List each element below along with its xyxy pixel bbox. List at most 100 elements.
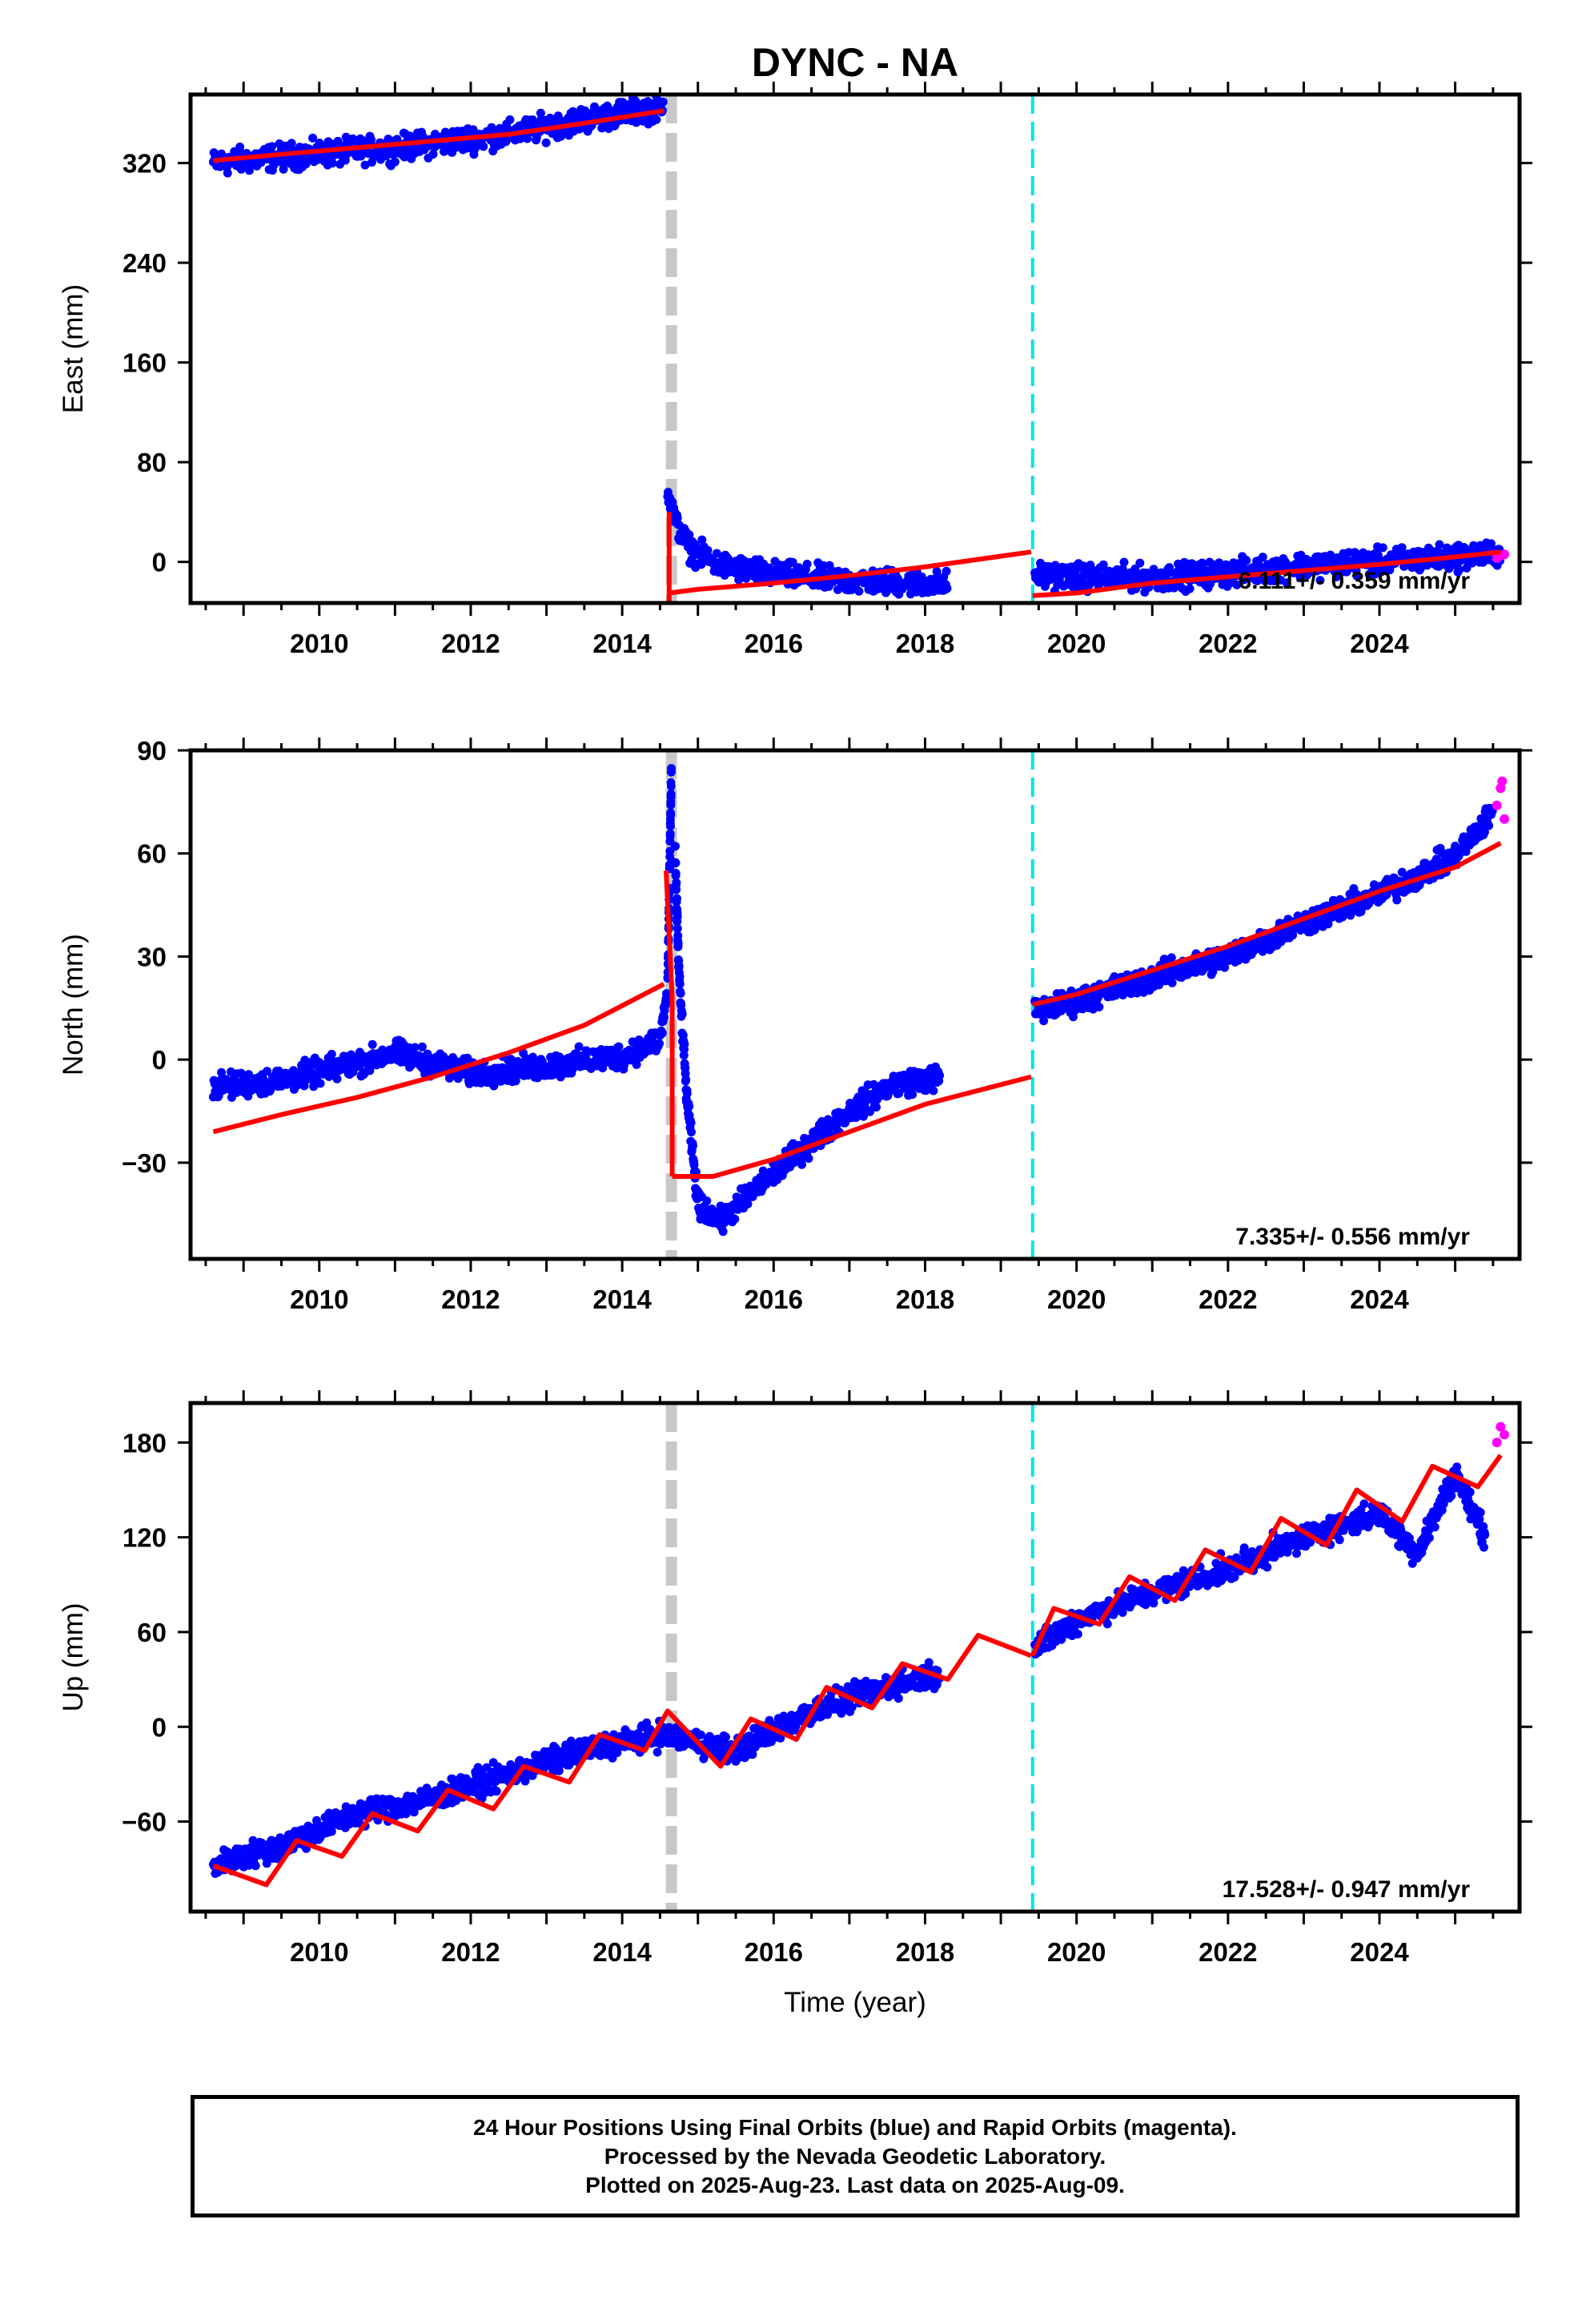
north-final-orbit-points-2 xyxy=(1030,803,1497,1026)
north-final-orbit-point xyxy=(657,1028,667,1038)
east-plot-area xyxy=(208,94,1510,603)
north-final-orbit-point xyxy=(1461,846,1471,856)
up-final-orbit-point xyxy=(492,1787,501,1796)
east-final-orbit-point xyxy=(673,513,682,523)
north-final-orbit-point xyxy=(665,829,675,838)
east-final-orbit-point xyxy=(1242,556,1251,565)
north-final-orbit-points-1 xyxy=(670,842,945,1236)
north-final-orbit-points-0 xyxy=(208,764,676,1102)
east-final-orbit-point xyxy=(223,168,232,178)
north-final-orbit-point xyxy=(1208,967,1218,977)
east-y-tick-label: 320 xyxy=(122,149,167,179)
east-final-orbit-point xyxy=(1119,557,1129,567)
north-final-orbit-point xyxy=(581,1046,591,1055)
east-final-orbit-point xyxy=(1397,543,1407,553)
north-final-orbit-point xyxy=(365,1066,375,1076)
north-final-orbit-point xyxy=(859,1112,868,1121)
up-final-orbit-point xyxy=(748,1750,757,1759)
north-final-orbit-point xyxy=(682,1088,692,1098)
east-y-tick-label: 0 xyxy=(152,548,167,577)
north-y-tick-label: −30 xyxy=(122,1148,167,1178)
up-final-orbit-point xyxy=(448,1775,458,1784)
north-final-orbit-point xyxy=(417,1042,427,1051)
east-final-orbit-point xyxy=(1378,543,1387,553)
north-x-tick-label: 2024 xyxy=(1350,1285,1409,1314)
up-final-orbit-point xyxy=(312,1815,321,1825)
north-final-orbit-point xyxy=(672,878,681,887)
east-x-tick-label: 2018 xyxy=(896,629,954,658)
north-model-line-2 xyxy=(672,1074,1032,1179)
north-final-orbit-point xyxy=(1392,895,1402,905)
up-final-orbit-point xyxy=(554,1766,564,1775)
east-final-orbit-point xyxy=(1331,572,1341,581)
north-final-orbit-point xyxy=(685,1102,694,1112)
north-final-orbit-point xyxy=(797,1160,806,1169)
north-x-tick-label: 2018 xyxy=(896,1285,954,1314)
east-final-orbit-point xyxy=(652,115,661,124)
up-final-orbit-point xyxy=(893,1694,903,1703)
east-x-tick-label: 2024 xyxy=(1350,629,1409,658)
north-final-orbit-point xyxy=(673,923,682,933)
north-final-orbit-point xyxy=(671,842,680,851)
east-final-orbit-point xyxy=(1185,584,1195,593)
up-final-orbit-point xyxy=(924,1658,934,1667)
chart-title: DYNC - NA xyxy=(752,40,958,85)
north-final-orbit-point xyxy=(327,1049,336,1059)
east-x-tick-label: 2016 xyxy=(745,629,803,658)
east-final-orbit-point xyxy=(658,97,668,107)
north-final-orbit-point xyxy=(614,1042,624,1051)
north-final-orbit-point xyxy=(677,1009,687,1019)
north-final-orbit-point xyxy=(730,1214,740,1224)
north-final-orbit-point xyxy=(660,1012,669,1022)
east-final-orbit-point xyxy=(1455,565,1464,574)
east-final-orbit-point xyxy=(631,96,640,106)
north-final-orbit-point xyxy=(666,782,676,791)
north-model-line-0 xyxy=(212,982,665,1135)
north-final-orbit-point xyxy=(355,1062,364,1072)
east-frame xyxy=(188,92,1522,605)
north-final-orbit-point xyxy=(1167,978,1177,987)
north-final-orbit-point xyxy=(1039,1016,1049,1026)
north-final-orbit-point xyxy=(1110,972,1119,981)
north-y-axis-label: North (mm) xyxy=(58,934,89,1076)
north-final-orbit-point xyxy=(1484,821,1494,830)
east-final-orbit-point xyxy=(327,159,337,168)
east-final-orbit-point xyxy=(1232,580,1242,589)
north-final-orbit-point xyxy=(263,1067,272,1076)
east-final-orbit-point xyxy=(360,160,370,170)
north-final-orbit-point xyxy=(673,939,683,948)
up-final-orbit-point xyxy=(823,1710,832,1719)
north-final-orbit-point xyxy=(929,1086,938,1096)
up-final-orbit-point xyxy=(847,1703,857,1712)
east-final-orbit-point xyxy=(1282,578,1291,588)
north-plot-area xyxy=(208,750,1510,1259)
east-y-tick-label: 160 xyxy=(122,348,167,378)
east-model-line-0 xyxy=(213,108,665,163)
east-x-tick-label: 2014 xyxy=(592,629,652,658)
north-y-tick-label: 60 xyxy=(137,839,167,869)
north-final-orbit-point xyxy=(1166,953,1176,963)
north-final-orbit-point xyxy=(673,931,683,940)
north-final-orbit-point xyxy=(675,979,685,989)
up-final-orbit-point xyxy=(656,1739,665,1749)
north-x-tick-label: 2010 xyxy=(290,1285,348,1314)
east-final-orbit-point xyxy=(428,150,438,159)
up-final-orbit-point xyxy=(652,1747,662,1757)
east-final-orbit-point xyxy=(505,115,515,124)
north-final-orbit-point xyxy=(217,1068,227,1077)
up-final-orbit-point xyxy=(642,1718,652,1727)
east-final-orbit-point xyxy=(697,535,707,545)
north-final-orbit-point xyxy=(667,764,676,773)
gps-time-series-plot: DYNC - NA 2010 2012 2014 2016 2018 2020 2022 20… xyxy=(58,40,1532,2018)
east-final-orbit-point xyxy=(802,559,812,569)
north-final-orbit-point xyxy=(244,1070,254,1080)
north-final-orbit-point xyxy=(574,1042,584,1051)
east-final-orbit-point xyxy=(1269,576,1279,585)
east-final-orbit-point xyxy=(932,567,942,576)
north-rapid-orbit-points xyxy=(1492,776,1510,824)
east-final-orbit-point xyxy=(1435,540,1444,549)
north-x-tick-label: 2016 xyxy=(745,1285,803,1314)
north-final-orbit-point xyxy=(620,1060,629,1070)
north-rapid-orbit-point xyxy=(1497,776,1508,786)
up-final-orbit-point xyxy=(251,1861,260,1871)
